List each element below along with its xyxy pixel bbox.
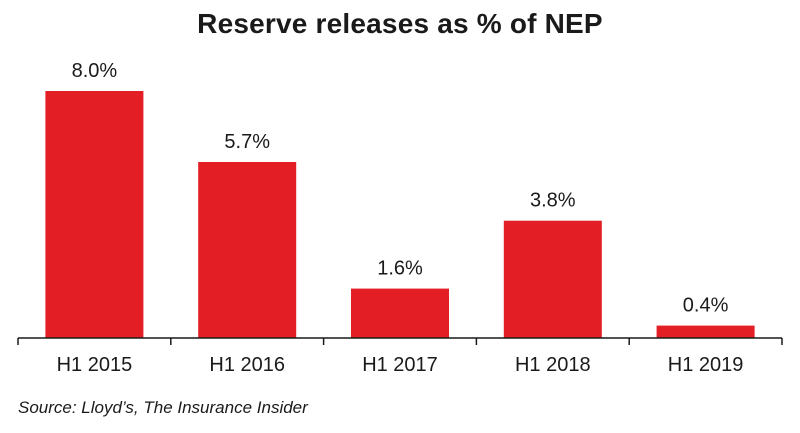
data-label: 0.4% [683,295,729,317]
bar-h1-2019 [656,325,755,338]
bar-h1-2018 [503,220,602,338]
x-tick-label: H1 2016 [209,354,285,376]
x-tick-label: H1 2018 [515,354,591,376]
data-label: 1.6% [377,258,423,280]
data-label: 8.0% [72,60,118,82]
source-note: Source: Lloyd’s, The Insurance Insider [18,398,308,417]
x-tick-label: H1 2019 [668,354,744,376]
x-tick-label: H1 2017 [362,354,438,376]
chart-title: Reserve releases as % of NEP [197,8,603,39]
x-tick-label: H1 2015 [57,354,133,376]
data-label: 3.8% [530,190,576,212]
bar-h1-2016 [198,162,297,338]
bar-h1-2017 [351,288,449,338]
bar-h1-2015 [45,91,144,338]
data-label: 5.7% [224,131,270,153]
